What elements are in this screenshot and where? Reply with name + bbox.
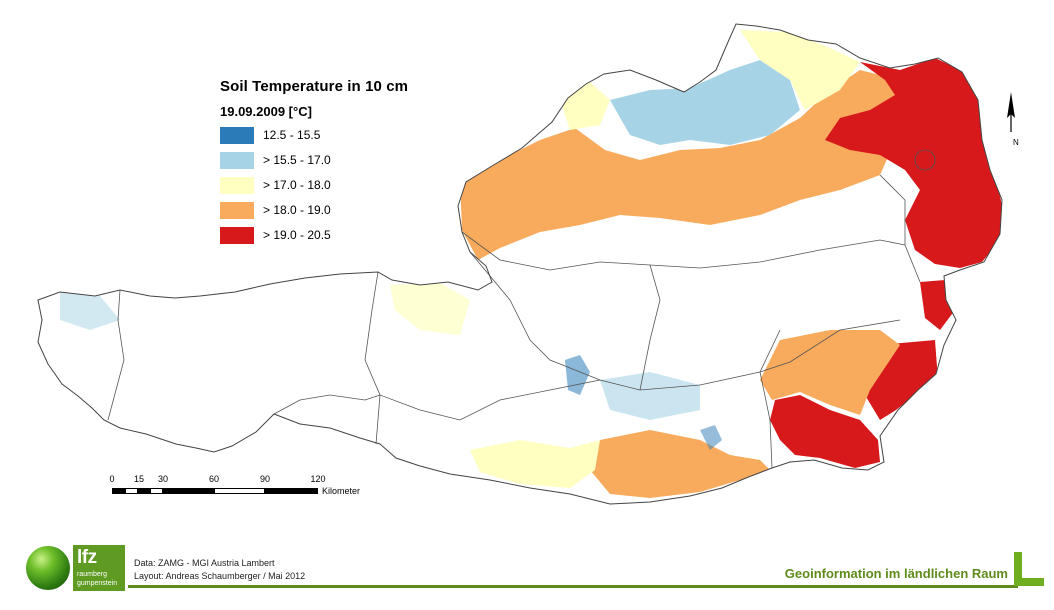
legend-swatch xyxy=(220,126,254,144)
zone-12-15-carinthia xyxy=(700,425,722,450)
boundary-vienna-burgenland xyxy=(879,174,921,283)
scale-segment xyxy=(150,488,163,494)
logo-text: lfz xyxy=(77,547,97,568)
zone-15-17-west xyxy=(60,292,120,330)
province-boundaries xyxy=(107,149,936,469)
legend-label: 12.5 - 15.5 xyxy=(263,128,321,142)
zone-17-18-south xyxy=(470,440,600,488)
zone-18-19-north xyxy=(460,70,900,260)
legend-swatch xyxy=(220,226,254,244)
l-logo-icon xyxy=(1014,552,1044,586)
scale-tick-label: 90 xyxy=(259,474,271,484)
legend-label: > 17.0 - 18.0 xyxy=(263,178,331,192)
legend-item: > 19.0 - 20.5 xyxy=(220,226,460,244)
logo-line-1: raumberg xyxy=(77,571,107,578)
zone-18-19-south xyxy=(590,430,770,498)
scale-segment xyxy=(265,488,318,494)
scale-tick-label: 0 xyxy=(109,474,115,484)
legend-swatch xyxy=(220,151,254,169)
north-arrow-head xyxy=(1007,92,1015,118)
scale-tick-label: 120 xyxy=(310,474,326,484)
legend-item: 12.5 - 15.5 xyxy=(220,126,460,144)
boundary-salzburg-carinthia xyxy=(379,379,601,421)
legend-item: > 15.5 - 17.0 xyxy=(220,151,460,169)
legend-title: Soil Temperature in 10 cm xyxy=(220,78,409,95)
legend-date: 19.09.2009 [°C] xyxy=(220,104,312,119)
scale-bar-segments xyxy=(112,488,318,494)
legend-item: > 18.0 - 19.0 xyxy=(220,201,460,219)
zone-18-19-southeast xyxy=(760,330,900,415)
scale-segment xyxy=(163,488,214,494)
legend-classes: 12.5 - 15.5 > 15.5 - 17.0 > 17.0 - 18.0 > 1… xyxy=(220,126,460,244)
logo-globe-icon xyxy=(26,546,70,590)
legend-item: > 17.0 - 18.0 xyxy=(220,176,460,194)
l-logo-vertical xyxy=(1014,552,1022,586)
logo-line-2: gumpenstein xyxy=(77,580,118,587)
legend-swatch xyxy=(220,176,254,194)
scale-unit: Kilometer xyxy=(322,486,361,496)
legend-swatch xyxy=(220,201,254,219)
legend-label: > 19.0 - 20.5 xyxy=(263,228,331,242)
zone-15-17-central xyxy=(600,372,700,420)
legend-label: > 18.0 - 19.0 xyxy=(263,203,331,217)
boundary-styria-west xyxy=(639,264,661,391)
boundary-vienna xyxy=(914,149,936,171)
data-credit: Data: ZAMG - MGI Austria Lambert xyxy=(134,558,275,568)
boundary-east-tyrol xyxy=(273,394,381,415)
boundary-vorarlberg-tyrol xyxy=(107,289,125,421)
scale-tick-label: 15 xyxy=(133,474,145,484)
boundary-tyrol-salzburg xyxy=(364,271,381,445)
layout-credit: Layout: Andreas Schaumberger / Mai 2012 xyxy=(134,571,306,581)
boundary-styria-east xyxy=(759,329,781,469)
l-logo-horizontal xyxy=(1014,578,1044,586)
zone-19-20-styria xyxy=(770,395,880,468)
legend-label: > 15.5 - 17.0 xyxy=(263,153,331,167)
zone-15-17-north xyxy=(610,60,800,145)
lfz-logo: lfz raumberg gumpenstein xyxy=(73,545,125,591)
scale-segment xyxy=(125,488,138,494)
scale-segment xyxy=(214,488,265,494)
map-legend: Soil Temperature in 10 cm 19.09.2009 [°C… xyxy=(220,78,460,251)
austria-border xyxy=(37,23,1003,505)
footer-divider xyxy=(128,585,1018,588)
zone-17-18-tyrol xyxy=(390,283,470,335)
scale-segment xyxy=(138,488,150,494)
scale-tick-label: 60 xyxy=(208,474,220,484)
zone-17-18-north xyxy=(740,30,860,110)
footer-slogan: Geoinformation im ländlichen Raum xyxy=(784,566,1008,581)
north-letter: N xyxy=(1013,138,1019,147)
zone-19-20-east xyxy=(825,58,1002,268)
scale-segment xyxy=(112,488,125,494)
scale-tick-label: 30 xyxy=(157,474,169,484)
zone-12-15-central xyxy=(565,355,590,395)
north-arrow-icon: N xyxy=(1007,92,1019,147)
scale-bar: 0 15 30 60 90 120 Kilometer xyxy=(108,474,378,504)
boundary-upper-austria xyxy=(461,231,906,271)
